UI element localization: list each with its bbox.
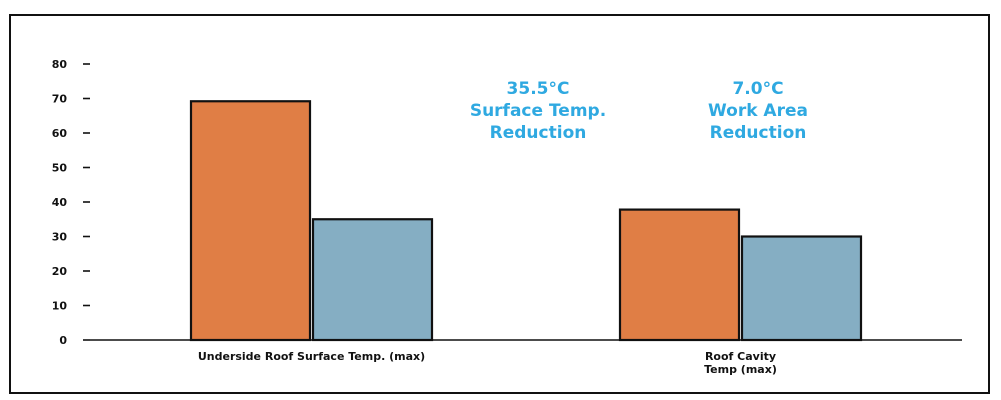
y-tick-label: 10 bbox=[52, 300, 68, 313]
x-category-label: Temp (max) bbox=[704, 363, 777, 376]
annotation-text: 7.0°C bbox=[732, 79, 783, 99]
annotation-text: Work Area bbox=[708, 101, 808, 121]
bar-series-1-1 bbox=[189, 100, 312, 342]
x-category-label: Underside Roof Surface Temp. (max) bbox=[198, 350, 425, 363]
annotation-text: 35.5°C bbox=[507, 79, 570, 99]
annotation-text: Surface Temp. bbox=[470, 101, 606, 121]
x-category-label: Roof Cavity bbox=[705, 350, 776, 363]
chart-frame: 0 10 20 30 40 50 60 70 80 Underside Roof Surface… bbox=[9, 14, 990, 394]
y-tick-label: 30 bbox=[52, 231, 68, 244]
y-tick-label: 20 bbox=[52, 265, 68, 278]
annotation-text: Reduction bbox=[710, 123, 807, 143]
y-tick-label: 40 bbox=[52, 196, 68, 209]
bar-chart: 0 10 20 30 40 50 60 70 80 Underside Roof Surface… bbox=[52, 58, 962, 376]
y-tick-label: 80 bbox=[52, 58, 68, 71]
annotation-text: Reduction bbox=[490, 123, 587, 143]
bars bbox=[189, 100, 863, 342]
y-tick-label: 50 bbox=[52, 162, 68, 175]
y-tick-label: 70 bbox=[52, 93, 68, 106]
y-axis: 0 10 20 30 40 50 60 70 80 bbox=[52, 58, 90, 347]
bar-series-2-1 bbox=[311, 218, 434, 342]
y-tick-label: 0 bbox=[59, 334, 67, 347]
x-axis: Underside Roof Surface Temp. (max) Roof C… bbox=[90, 339, 962, 376]
bar-series-1-2 bbox=[618, 208, 741, 342]
y-tick-label: 60 bbox=[52, 127, 68, 140]
bar-series-2-2 bbox=[740, 235, 863, 342]
